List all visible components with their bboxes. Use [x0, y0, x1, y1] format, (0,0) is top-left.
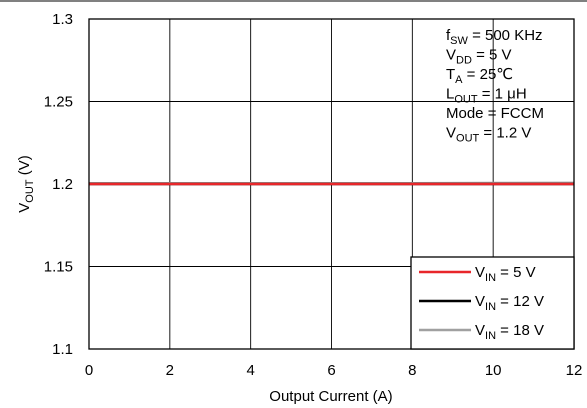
- y-tick-label: 1.3: [52, 11, 73, 28]
- y-tick-label: 1.15: [44, 259, 73, 276]
- series-layer: [89, 181, 575, 186]
- x-tick-label: 8: [408, 362, 416, 379]
- y-axis-label-text: VOUT (V): [16, 155, 36, 212]
- y-tick-label: 1.25: [44, 94, 73, 111]
- x-tick-label: 2: [166, 362, 174, 379]
- x-tick-label: 10: [485, 362, 502, 379]
- x-axis-label: Output Current (A): [269, 388, 392, 405]
- plot-area-frame: [88, 18, 575, 350]
- y-axis-label: VOUT (V): [16, 155, 36, 212]
- annotation-line: fSW = 500 KHz: [446, 27, 543, 47]
- annotation-line: LOUT = 1 μH: [446, 86, 527, 106]
- y-tick-labels: 1.1 1.15 1.2 1.25 1.3: [44, 11, 73, 358]
- annotation-line: TA = 25℃: [446, 66, 513, 86]
- legend-label: VIN = 5 V: [475, 264, 536, 284]
- y-tick-label: 1.2: [52, 176, 73, 193]
- x-tick-label: 0: [85, 362, 93, 379]
- legend: VIN = 5 V VIN = 12 V VIN = 18 V: [410, 256, 575, 350]
- x-tick-label: 12: [566, 362, 583, 379]
- x-tick-labels: 0 2 4 6 8 10 12: [85, 362, 583, 379]
- x-tick-label: 4: [246, 362, 254, 379]
- legend-label: VIN = 12 V: [475, 293, 544, 313]
- annotation-line: Mode = FCCM: [446, 105, 544, 122]
- annotation-line: VOUT = 1.2 V: [446, 125, 531, 145]
- legend-label: VIN = 18 V: [475, 322, 544, 342]
- annotation-line: VDD = 5 V: [446, 47, 512, 67]
- y-tick-label: 1.1: [52, 341, 73, 358]
- x-tick-label: 6: [327, 362, 335, 379]
